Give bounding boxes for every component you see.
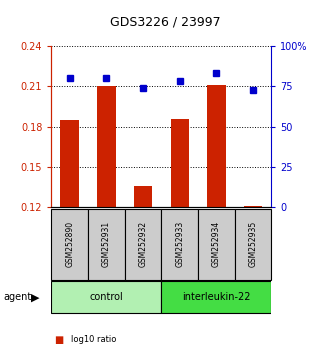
Text: log10 ratio: log10 ratio [71,335,117,344]
Bar [161,209,198,280]
Bar [88,209,125,280]
Text: GDS3226 / 23997: GDS3226 / 23997 [110,15,221,28]
Text: GSM252933: GSM252933 [175,221,184,267]
Text: ■: ■ [55,335,64,345]
Text: GSM252890: GSM252890 [65,221,74,267]
Bar [235,209,271,280]
Text: agent: agent [3,292,31,302]
Bar [125,209,161,280]
Bar [244,206,262,207]
Bar [207,85,225,207]
Text: GSM252934: GSM252934 [212,221,221,267]
Bar [170,119,189,207]
Text: GSM252932: GSM252932 [138,221,148,267]
Bar [61,120,79,207]
Bar [134,185,152,207]
Text: ▶: ▶ [30,292,39,302]
Text: GSM252935: GSM252935 [249,221,258,267]
Text: GSM252931: GSM252931 [102,221,111,267]
Bar [97,86,116,207]
Text: interleukin-22: interleukin-22 [182,292,251,302]
Bar [161,281,271,313]
Text: control: control [89,292,123,302]
Bar [51,209,88,280]
Bar [198,209,235,280]
Bar [51,281,161,313]
